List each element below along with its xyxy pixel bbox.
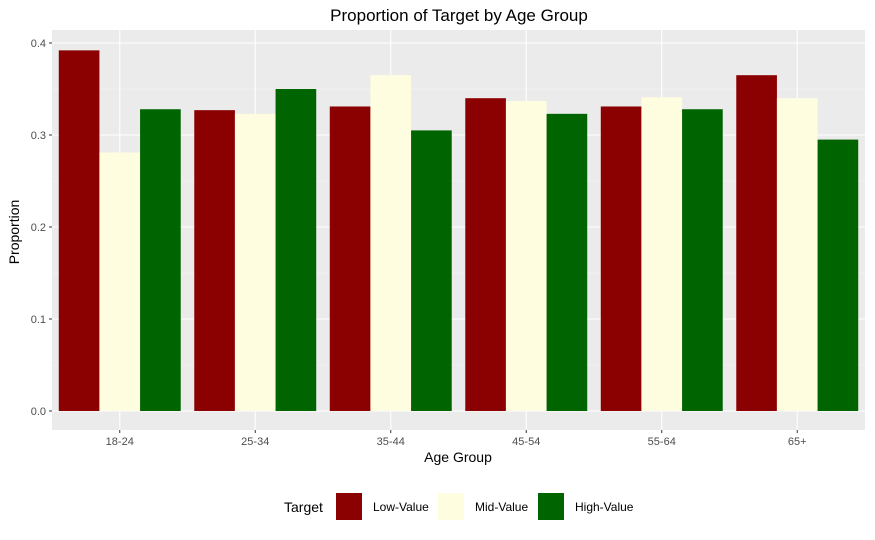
bar bbox=[736, 75, 777, 411]
legend: Target Low-Value Mid-Value High-Value bbox=[284, 493, 634, 520]
legend-label: High-Value bbox=[575, 500, 634, 514]
bar bbox=[505, 100, 547, 412]
y-tick-label: 0.0 bbox=[31, 406, 46, 418]
chart-title: Proportion of Target by Age Group bbox=[330, 6, 588, 25]
x-tick-label: 45-54 bbox=[512, 436, 540, 448]
bar bbox=[641, 97, 683, 411]
bars bbox=[58, 50, 859, 412]
legend-label: Low-Value bbox=[373, 500, 429, 514]
x-axis: 18-24 25-34 35-44 45-54 55-64 65+ bbox=[106, 430, 807, 448]
bar bbox=[234, 113, 276, 411]
bar bbox=[275, 89, 317, 411]
legend-label: Mid-Value bbox=[475, 500, 528, 514]
x-tick-label: 25-34 bbox=[241, 436, 269, 448]
y-axis: 0.0 0.1 0.2 0.3 0.4 bbox=[31, 38, 52, 418]
bar bbox=[140, 109, 181, 412]
bar bbox=[411, 130, 452, 411]
x-tick-label: 18-24 bbox=[106, 436, 134, 448]
legend-title: Target bbox=[284, 499, 323, 515]
bar bbox=[370, 75, 412, 411]
y-tick-label: 0.2 bbox=[31, 222, 46, 234]
bar bbox=[465, 98, 506, 411]
x-tick-label: 55-64 bbox=[648, 436, 676, 448]
bar bbox=[817, 139, 859, 411]
y-tick-label: 0.4 bbox=[31, 38, 46, 50]
bar bbox=[546, 113, 588, 411]
plot-panel bbox=[52, 30, 865, 430]
x-axis-title: Age Group bbox=[424, 449, 492, 465]
bar bbox=[99, 152, 141, 412]
bar bbox=[194, 110, 235, 411]
x-tick-label: 35-44 bbox=[377, 436, 405, 448]
y-tick-label: 0.3 bbox=[31, 130, 46, 142]
bar bbox=[776, 98, 818, 411]
legend-swatch bbox=[438, 493, 464, 520]
bar bbox=[58, 50, 100, 412]
y-tick-label: 0.1 bbox=[31, 314, 46, 326]
bar bbox=[329, 106, 371, 411]
legend-swatch bbox=[336, 493, 362, 520]
legend-swatch bbox=[538, 493, 564, 520]
bar bbox=[600, 106, 642, 411]
minor-gridlines bbox=[52, 88, 865, 366]
bar bbox=[682, 109, 723, 412]
y-axis-title: Proportion bbox=[6, 200, 22, 265]
x-tick-label: 65+ bbox=[788, 436, 807, 448]
